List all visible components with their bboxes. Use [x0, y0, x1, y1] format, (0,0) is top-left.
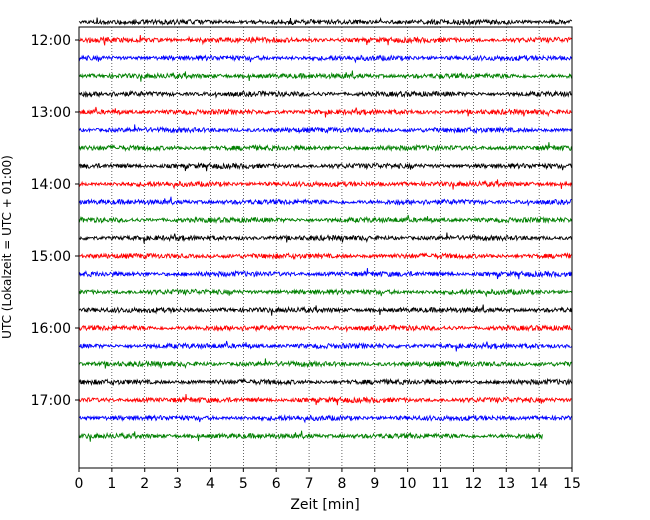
trace-1330 — [78, 142, 573, 153]
trace-1515 — [78, 268, 573, 280]
x-axis-label: Zeit [min] — [290, 497, 359, 513]
y-tick-label-1700: 17:00 — [31, 393, 71, 409]
trace-1600 — [78, 324, 573, 333]
trace-1300 — [78, 106, 573, 118]
x-tick-label-4: 4 — [206, 476, 215, 492]
trace-1530 — [78, 288, 573, 298]
trace-1730 — [78, 430, 543, 442]
trace-1615 — [78, 340, 573, 352]
trace-1230 — [78, 70, 573, 82]
y-tick-label-1300: 13:00 — [31, 105, 71, 121]
x-tick-label-11: 11 — [432, 476, 450, 492]
trace-1630 — [78, 358, 573, 369]
trace-1700 — [78, 394, 573, 406]
trace-1345 — [78, 161, 573, 172]
x-tick-label-13: 13 — [497, 476, 515, 492]
x-tick-label-0: 0 — [75, 476, 84, 492]
x-tick-label-6: 6 — [272, 476, 281, 492]
plot-frame — [78, 26, 573, 469]
trace-1545 — [78, 304, 573, 316]
y-tick-label-1200: 12:00 — [31, 33, 71, 49]
x-axis-ticks: 0 1 2 3 4 5 6 7 8 9 10 11 12 13 14 15 — [75, 468, 581, 492]
x-tick-label-10: 10 — [399, 476, 417, 492]
trace-1215 — [78, 54, 573, 64]
x-tick-label-9: 9 — [370, 476, 379, 492]
trace-1430 — [78, 214, 573, 224]
x-tick-label-8: 8 — [337, 476, 346, 492]
x-tick-label-5: 5 — [239, 476, 248, 492]
x-tick-label-3: 3 — [173, 476, 182, 492]
x-tick-label-2: 2 — [140, 476, 149, 492]
y-tick-label-1400: 14:00 — [31, 177, 71, 193]
trace-1145 — [78, 16, 573, 26]
x-tick-label-15: 15 — [563, 476, 581, 492]
seismogram-traces — [78, 16, 573, 442]
trace-1645 — [78, 377, 573, 387]
y-tick-label-1500: 15:00 — [31, 249, 71, 265]
y-tick-label-1600: 16:00 — [31, 321, 71, 337]
trace-1315 — [78, 124, 573, 135]
trace-1415 — [78, 196, 572, 207]
trace-1500 — [78, 252, 573, 261]
trace-1245 — [78, 89, 573, 99]
x-tick-label-14: 14 — [530, 476, 548, 492]
x-tick-label-12: 12 — [464, 476, 482, 492]
y-axis-ticks: 12:00 13:00 14:00 15:00 16:00 17:00 — [31, 33, 79, 409]
trace-1200 — [78, 34, 573, 46]
trace-1715 — [78, 413, 573, 424]
x-tick-label-1: 1 — [107, 476, 116, 492]
trace-1400 — [78, 179, 573, 190]
x-tick-label-7: 7 — [305, 476, 314, 492]
y-axis-label: UTC (Lokalzeit = UTC + 01:00) — [0, 155, 14, 339]
trace-1445 — [78, 232, 572, 244]
